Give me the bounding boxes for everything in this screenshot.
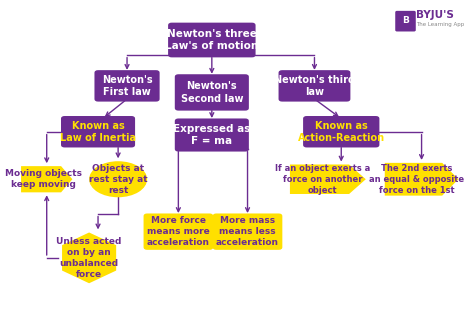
FancyBboxPatch shape	[61, 116, 135, 147]
Text: BYJU'S: BYJU'S	[416, 11, 454, 20]
Text: More mass
means less
acceleration: More mass means less acceleration	[216, 216, 279, 247]
Polygon shape	[21, 166, 73, 192]
Text: If an object exerts a
force on another
object: If an object exerts a force on another o…	[275, 164, 371, 195]
Text: Known as
Law of Inertia: Known as Law of Inertia	[60, 120, 136, 143]
FancyBboxPatch shape	[213, 214, 283, 250]
Polygon shape	[290, 164, 366, 194]
Text: Newton's
First law: Newton's First law	[102, 75, 152, 97]
FancyBboxPatch shape	[144, 214, 213, 250]
Text: Newton's third
law: Newton's third law	[274, 75, 355, 97]
FancyBboxPatch shape	[395, 11, 416, 32]
Text: Objects at
rest stay at
rest: Objects at rest stay at rest	[89, 164, 147, 195]
FancyBboxPatch shape	[94, 70, 160, 102]
Text: Expressed as
F = ma: Expressed as F = ma	[173, 124, 251, 146]
Text: More force
means more
acceleration: More force means more acceleration	[147, 216, 210, 247]
Text: B: B	[402, 16, 409, 25]
Ellipse shape	[89, 161, 147, 197]
FancyBboxPatch shape	[168, 23, 255, 57]
Text: Newton's three
Law's of motion: Newton's three Law's of motion	[165, 29, 258, 51]
FancyBboxPatch shape	[303, 116, 379, 147]
Text: Unless acted
on by an
unbalanced
force: Unless acted on by an unbalanced force	[56, 237, 122, 279]
Text: Newton's
Second law: Newton's Second law	[181, 81, 243, 104]
Polygon shape	[62, 233, 116, 283]
Text: The Learning App: The Learning App	[416, 22, 465, 27]
Text: The 2nd exerts
an equal & opposite
force on the 1st: The 2nd exerts an equal & opposite force…	[369, 164, 464, 195]
FancyBboxPatch shape	[175, 118, 249, 152]
FancyBboxPatch shape	[279, 70, 350, 102]
Text: Known as
Action-Reaction: Known as Action-Reaction	[298, 120, 385, 143]
Polygon shape	[385, 163, 458, 196]
FancyBboxPatch shape	[175, 74, 249, 111]
Text: Moving objects
keep moving: Moving objects keep moving	[5, 169, 82, 189]
